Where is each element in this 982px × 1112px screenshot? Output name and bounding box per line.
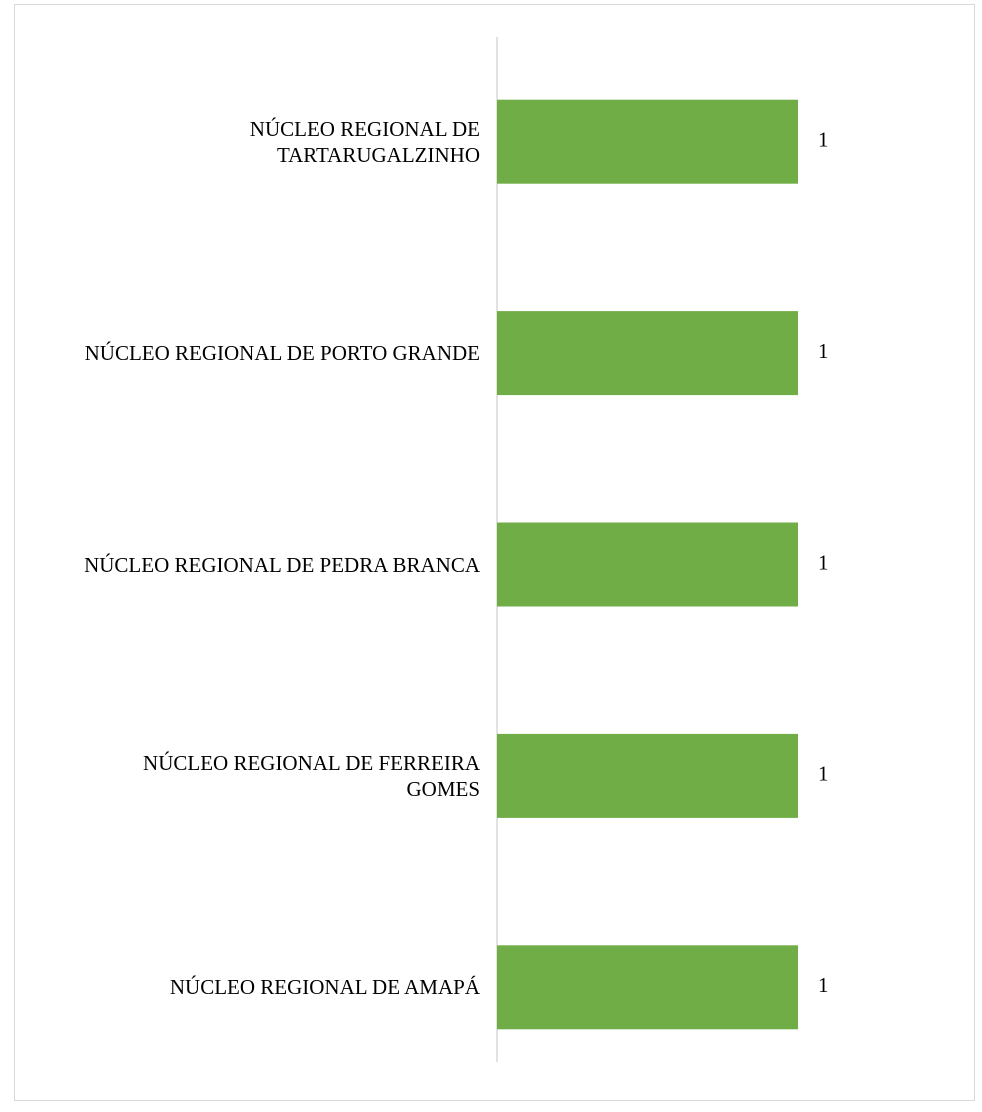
chart-frame [14, 4, 975, 1101]
data-label: 1 [818, 973, 829, 997]
data-label: 1 [818, 339, 829, 363]
data-label: 1 [818, 128, 829, 152]
category-label: NÚCLEO REGIONAL DE PORTO GRANDE [84, 341, 480, 366]
category-label: NÚCLEO REGIONAL DE PEDRA BRANCA [84, 552, 480, 577]
bar [497, 311, 798, 396]
bar [497, 99, 798, 184]
data-label: 1 [818, 762, 829, 786]
category-label: NÚCLEO REGIONAL DE AMAPÁ [169, 975, 480, 1000]
bar [497, 733, 798, 818]
bar [497, 522, 798, 607]
category-label: NÚCLEO REGIONAL DE FERREIRA GOMES [143, 750, 480, 801]
category-label: NÚCLEO REGIONAL DE TARTARUGALZINHO [249, 116, 480, 167]
bar [497, 945, 798, 1030]
data-label: 1 [818, 550, 829, 574]
